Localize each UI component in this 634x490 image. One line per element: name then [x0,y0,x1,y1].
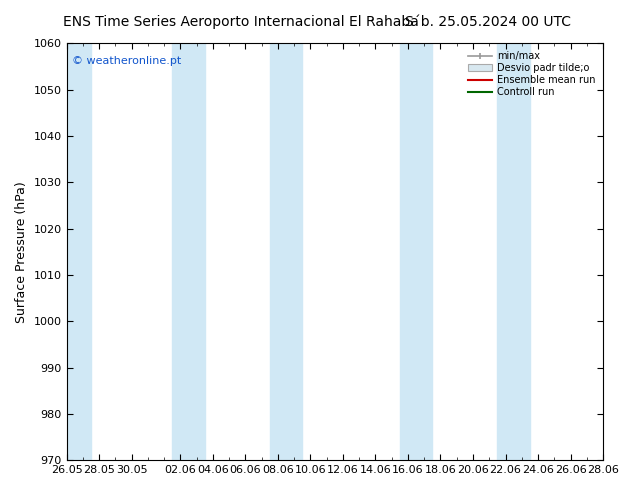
Bar [67,44,91,460]
Text: © weatheronline.pt: © weatheronline.pt [72,56,181,66]
Bar [498,44,530,460]
Text: ENS Time Series Aeroporto Internacional El Rahaba: ENS Time Series Aeroporto Internacional … [63,15,419,29]
Y-axis label: Surface Pressure (hPa): Surface Pressure (hPa) [15,181,28,323]
Text: S´b. 25.05.2024 00 UTC: S´b. 25.05.2024 00 UTC [404,15,571,29]
Bar [270,44,302,460]
Bar [172,44,205,460]
Legend: min/max, Desvio padr tilde;o, Ensemble mean run, Controll run: min/max, Desvio padr tilde;o, Ensemble m… [465,49,598,100]
Bar [400,44,432,460]
